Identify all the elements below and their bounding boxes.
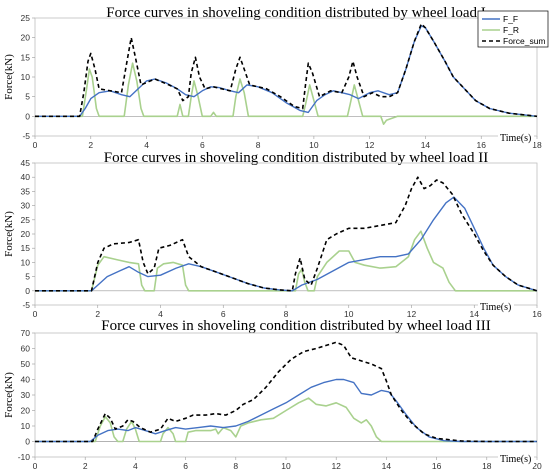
y-tick-label: 0: [25, 286, 30, 296]
chart-panel-3: Force curves in shoveling condition dist…: [3, 318, 542, 471]
y-tick-label: 70: [21, 328, 31, 338]
x-tick-label: 6: [183, 461, 188, 471]
y-tick-label: 5: [25, 92, 30, 102]
x-tick-label: 14: [382, 461, 392, 471]
series-line-f-r: [35, 62, 537, 125]
x-tick-label: 0: [33, 309, 38, 319]
y-tick-label: 35: [21, 186, 31, 196]
y-tick-label: 10: [21, 421, 31, 431]
chart-panel-2: Force curves in shoveling condition dist…: [3, 150, 542, 319]
x-tick-label: 10: [281, 461, 291, 471]
y-tick-label: -5: [22, 131, 30, 141]
y-tick-label: 0: [25, 437, 30, 447]
series-line-f-f: [35, 25, 538, 117]
y-tick-label: 20: [21, 229, 31, 239]
series-line-f-r: [35, 230, 537, 292]
plot-area: [34, 162, 538, 306]
x-tick-label: 10: [309, 140, 319, 150]
x-tick-label: 0: [33, 140, 38, 150]
y-tick-label: 0: [25, 111, 30, 121]
x-axis-title: Time(s): [500, 133, 531, 144]
x-tick-label: 8: [233, 461, 238, 471]
y-tick-label: 30: [21, 201, 31, 211]
x-axis-title-bg: [478, 301, 514, 313]
x-axis-title-bg: [498, 132, 534, 144]
series-line-f-r: [35, 397, 537, 443]
series-line-f-f: [35, 196, 538, 292]
y-tick-label: 20: [21, 406, 31, 416]
y-tick-label: 25: [21, 13, 31, 23]
y-tick-label: 60: [21, 344, 31, 354]
x-tick-label: 12: [365, 140, 375, 150]
x-tick-label: 2: [95, 309, 100, 319]
series-line-force-sum: [35, 341, 537, 443]
x-axis-title: Time(s): [500, 454, 531, 465]
plot-area: [34, 17, 538, 137]
y-axis-title: Force(kN): [3, 211, 15, 257]
x-tick-label: 6: [221, 309, 226, 319]
x-tick-label: 4: [133, 461, 138, 471]
chart-title: Force curves in shoveling condition dist…: [101, 318, 491, 334]
x-tick-label: 18: [532, 140, 542, 150]
x-tick-label: 0: [33, 461, 38, 471]
y-tick-label: 40: [21, 375, 31, 385]
legend-label: Force_sum: [503, 36, 546, 46]
series-line-force-sum: [35, 176, 538, 292]
x-tick-label: 2: [88, 140, 93, 150]
y-tick-label: 10: [21, 257, 31, 267]
x-tick-label: 20: [532, 461, 542, 471]
x-tick-label: 16: [532, 309, 542, 319]
x-tick-label: 4: [144, 140, 149, 150]
y-tick-label: 15: [21, 52, 31, 62]
y-tick-label: 10: [21, 72, 31, 82]
x-tick-label: 2: [83, 461, 88, 471]
x-tick-label: 12: [331, 461, 341, 471]
y-tick-label: 25: [21, 215, 31, 225]
x-tick-label: 16: [476, 140, 486, 150]
y-axis-title: Force(kN): [3, 372, 15, 418]
chart-title: Force curves in shoveling condition dist…: [106, 5, 486, 21]
x-axis-title-bg: [498, 453, 534, 465]
x-axis-title: Time(s): [480, 302, 511, 313]
series-line-f-f: [35, 378, 537, 443]
y-tick-label: -5: [22, 300, 30, 310]
plot-area: [34, 332, 538, 458]
x-tick-label: 6: [200, 140, 205, 150]
x-tick-label: 16: [432, 461, 442, 471]
legend-label: F_R: [503, 25, 519, 35]
y-tick-label: 20: [21, 33, 31, 43]
y-tick-label: 40: [21, 172, 31, 182]
series-line-force-sum: [35, 23, 538, 118]
chart-panel-1: Force curves in shoveling condition dist…: [3, 5, 542, 150]
y-tick-label: 45: [21, 158, 31, 168]
y-tick-label: -10: [18, 452, 31, 462]
y-tick-label: 50: [21, 359, 31, 369]
y-tick-label: 30: [21, 390, 31, 400]
x-tick-label: 8: [256, 140, 261, 150]
legend-label: F_F: [503, 14, 518, 24]
chart-title: Force curves in shoveling condition dist…: [104, 150, 489, 166]
x-tick-label: 12: [407, 309, 417, 319]
y-axis-title: Force(kN): [3, 54, 15, 100]
x-tick-label: 14: [470, 309, 480, 319]
x-tick-label: 4: [158, 309, 163, 319]
x-tick-label: 18: [482, 461, 492, 471]
y-tick-label: 5: [25, 272, 30, 282]
x-tick-label: 8: [284, 309, 289, 319]
x-tick-label: 10: [344, 309, 354, 319]
x-tick-label: 14: [421, 140, 431, 150]
y-tick-label: 15: [21, 243, 31, 253]
